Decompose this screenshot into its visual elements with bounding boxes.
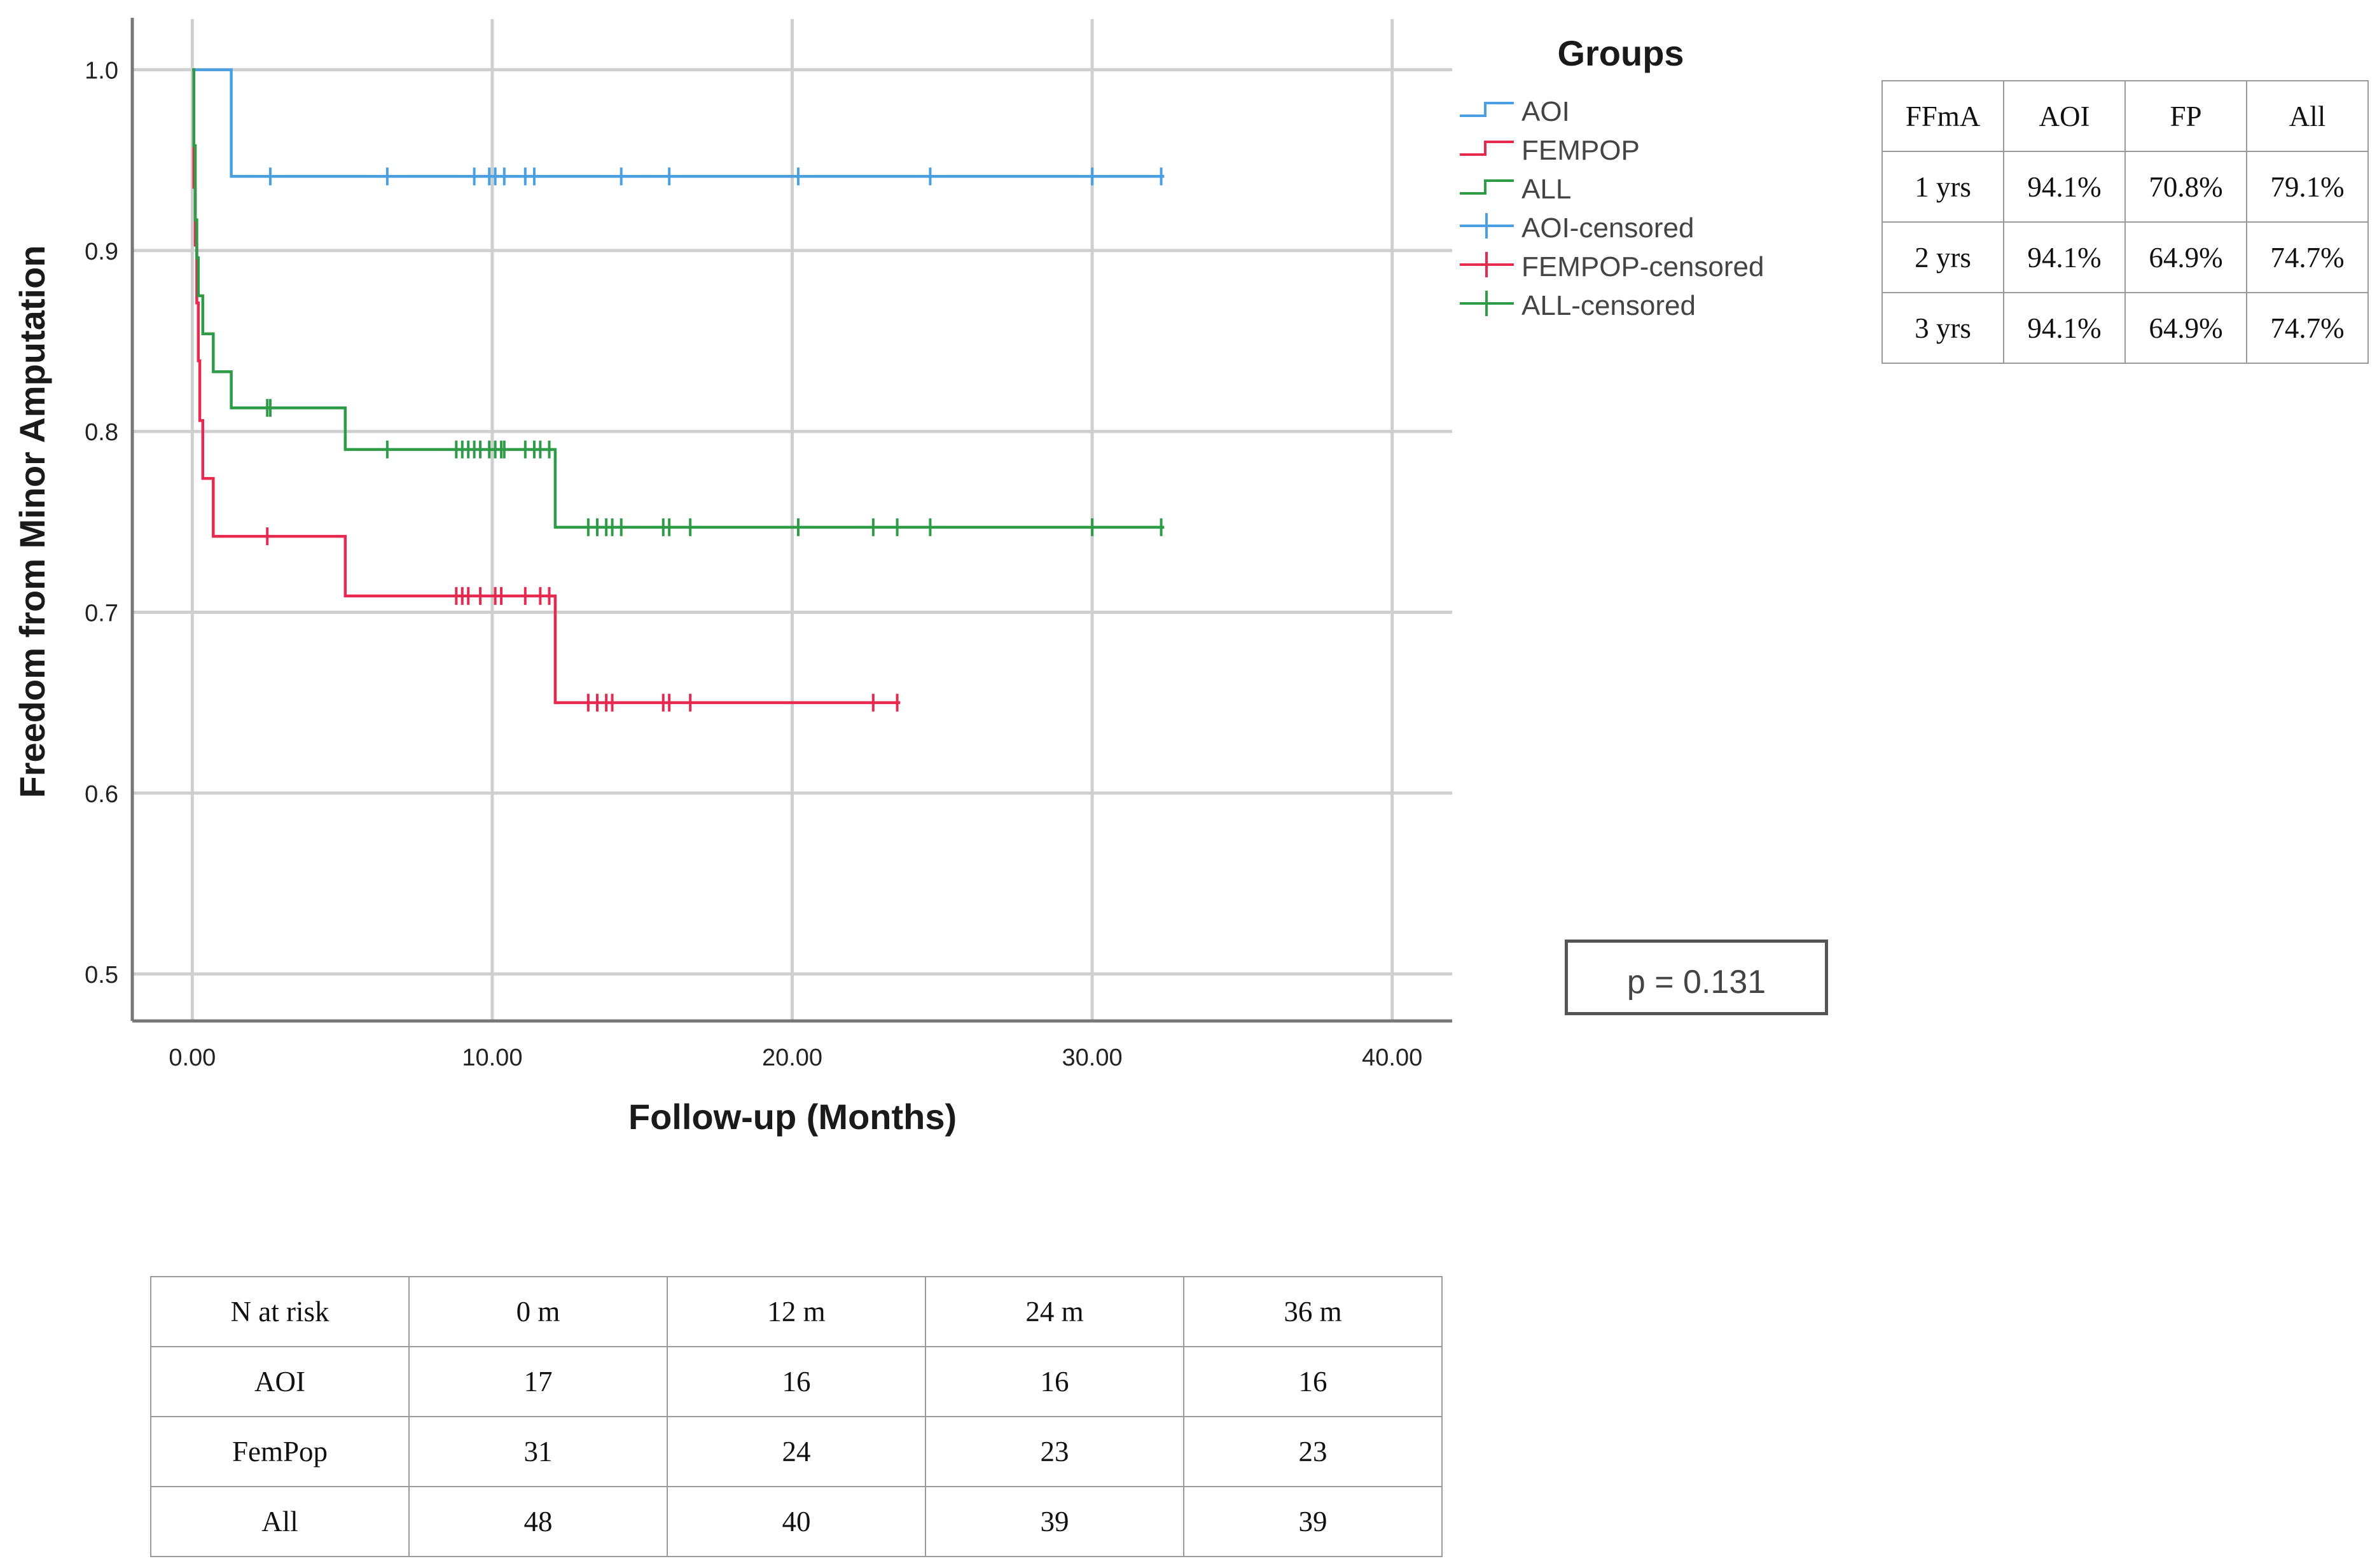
p-value-box: p = 0.131: [1565, 940, 1828, 1015]
survival-table-header: FFmA AOI FP All: [1882, 80, 2369, 152]
risk-cell: 39: [1183, 1486, 1443, 1557]
all-survival-line: [192, 68, 1165, 529]
risk-cell: 17: [408, 1346, 668, 1417]
risk-cell: 16: [925, 1346, 1184, 1417]
survival-cell: 3 yrs: [1882, 292, 2004, 364]
axes: [130, 18, 1452, 1023]
risk-table-header: N at risk 0 m 12 m 24 m 36 m: [150, 1276, 1443, 1347]
risk-cell: 23: [1183, 1416, 1443, 1487]
survival-table: FFmA AOI FP All 1 yrs 94.1% 70.8% 79.1% …: [1882, 80, 2369, 364]
risk-cell: 48: [408, 1486, 668, 1557]
survival-cell: 1 yrs: [1882, 151, 2004, 223]
survival-table-row: 2 yrs 94.1% 64.9% 74.7%: [1882, 221, 2369, 293]
survival-cell: 74.7%: [2246, 221, 2369, 293]
legend: Groups AOI FEMPOP ALL AOI-censored FEMPOP-ce…: [1460, 33, 1764, 321]
survival-cell: 94.1%: [2003, 292, 2126, 364]
survival-cell: 70.8%: [2124, 151, 2247, 223]
survival-cell: 64.9%: [2124, 292, 2247, 364]
risk-table-row: AOI 17 16 16 16: [150, 1346, 1443, 1417]
y-tick-label: 0.7: [85, 600, 118, 627]
x-tick-label: 20.00: [762, 1044, 822, 1071]
n-at-risk-table: N at risk 0 m 12 m 24 m 36 m AOI 17 16 1…: [150, 1276, 1443, 1557]
risk-cell: 23: [925, 1416, 1184, 1487]
risk-cell: 16: [1183, 1346, 1443, 1417]
censor-marks: [266, 167, 1163, 712]
survival-header-cell: FP: [2124, 80, 2247, 152]
legend-label-fempop-censored: FEMPOP-censored: [1521, 251, 1764, 282]
survival-cell: 2 yrs: [1882, 221, 2004, 293]
survival-cell: 74.7%: [2246, 292, 2369, 364]
legend-swatch-all: [1460, 179, 1514, 195]
survival-table-row: 1 yrs 94.1% 70.8% 79.1%: [1882, 151, 2369, 223]
y-axis-title: Freedom from Minor Amputation: [12, 245, 52, 798]
legend-label-all: ALL: [1521, 174, 1571, 205]
legend-swatch-aoi: [1460, 102, 1514, 117]
survival-header-cell: All: [2246, 80, 2369, 152]
tick-labels: 0.5 0.6 0.7 0.8 0.9 1.0 0.00 10.00 20.00 30.00 40.…: [85, 58, 1422, 1071]
x-axis-title: Follow-up (Months): [628, 1097, 957, 1137]
risk-cell: All: [150, 1486, 410, 1557]
survival-cell: 94.1%: [2003, 151, 2126, 223]
y-tick-label: 0.6: [85, 781, 118, 808]
risk-table-row: FemPop 31 24 23 23: [150, 1416, 1443, 1487]
risk-header-cell: 24 m: [925, 1276, 1184, 1347]
risk-header-cell: 0 m: [408, 1276, 668, 1347]
x-tick-label: 40.00: [1362, 1044, 1422, 1071]
x-tick-label: 30.00: [1062, 1044, 1123, 1071]
survival-table-row: 3 yrs 94.1% 64.9% 74.7%: [1882, 292, 2369, 364]
y-tick-label: 1.0: [85, 58, 118, 85]
x-tick-label: 10.00: [462, 1044, 522, 1071]
gridlines: [132, 19, 1452, 1021]
risk-cell: 24: [667, 1416, 926, 1487]
y-tick-label: 0.9: [85, 239, 118, 265]
risk-table-row: All 48 40 39 39: [150, 1486, 1443, 1557]
risk-cell: 16: [667, 1346, 926, 1417]
risk-header-cell: 36 m: [1183, 1276, 1443, 1347]
legend-label-fempop: FEMPOP: [1521, 135, 1640, 166]
risk-header-cell: N at risk: [150, 1276, 410, 1347]
survival-cell: 79.1%: [2246, 151, 2369, 223]
x-tick-label: 0.00: [169, 1044, 216, 1071]
y-tick-label: 0.5: [85, 962, 118, 989]
risk-cell: FemPop: [150, 1416, 410, 1487]
survival-cell: 94.1%: [2003, 221, 2126, 293]
survival-cell: 64.9%: [2124, 221, 2247, 293]
legend-title: Groups: [1557, 33, 1684, 73]
risk-cell: AOI: [150, 1346, 410, 1417]
legend-label-aoi-censored: AOI-censored: [1521, 212, 1694, 244]
series-lines: [192, 68, 1165, 704]
legend-label-aoi: AOI: [1521, 96, 1570, 127]
y-tick-label: 0.8: [85, 419, 118, 446]
aoi-survival-line: [192, 68, 1165, 178]
risk-header-cell: 12 m: [667, 1276, 926, 1347]
legend-swatch-fempop: [1460, 141, 1514, 156]
legend-label-all-censored: ALL-censored: [1521, 290, 1696, 321]
fempop-survival-line: [192, 68, 901, 704]
risk-cell: 40: [667, 1486, 926, 1557]
risk-cell: 39: [925, 1486, 1184, 1557]
survival-header-cell: FFmA: [1882, 80, 2004, 152]
risk-cell: 31: [408, 1416, 668, 1487]
survival-header-cell: AOI: [2003, 80, 2126, 152]
